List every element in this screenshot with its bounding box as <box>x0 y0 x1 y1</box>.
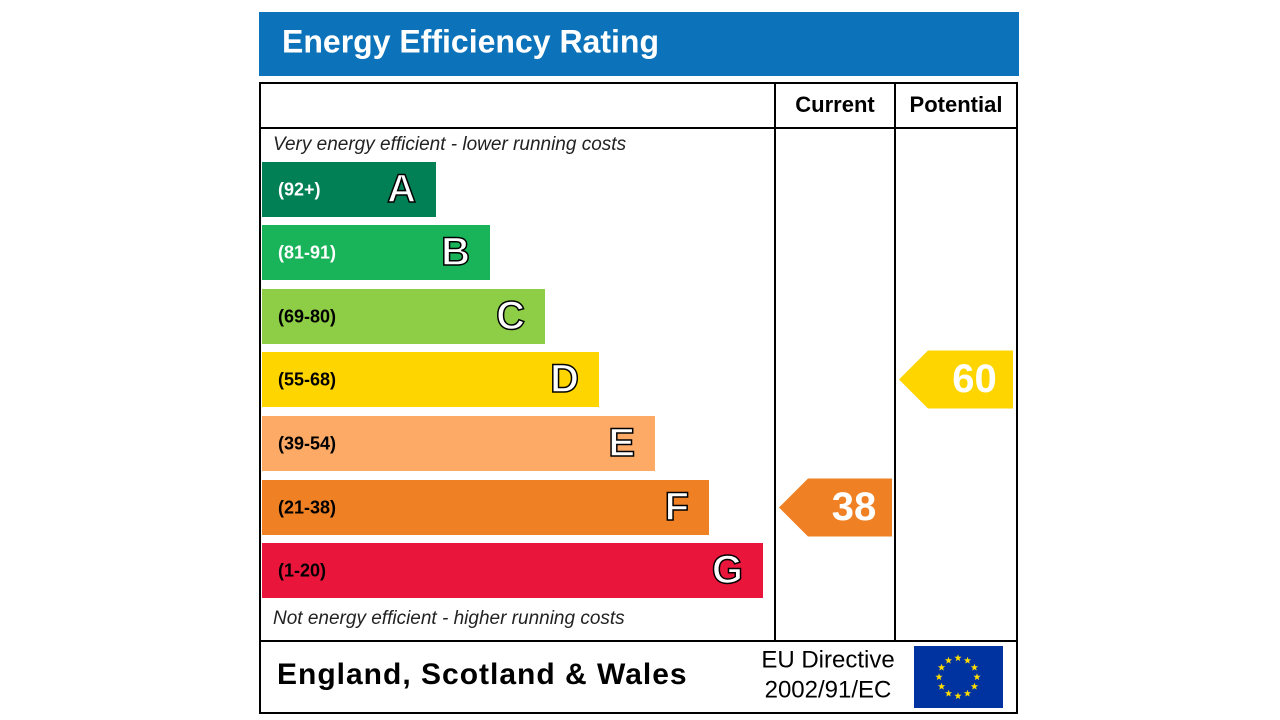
band-bar <box>262 225 490 280</box>
band-letter: E <box>608 421 635 465</box>
current-header: Current <box>795 92 875 117</box>
band-letter: B <box>441 230 470 274</box>
band-range: (21-38) <box>278 497 336 517</box>
band-bar <box>262 480 709 535</box>
star <box>935 673 943 681</box>
star <box>973 673 981 681</box>
bottom-note: Not energy efficient - higher running co… <box>273 608 625 629</box>
band-letter: A <box>387 167 416 211</box>
star <box>954 692 962 700</box>
frame <box>259 82 1018 714</box>
star <box>937 682 946 690</box>
band-range: (92+) <box>278 179 321 199</box>
band-letter: F <box>665 485 689 529</box>
band-bar <box>262 162 436 217</box>
potential-arrow <box>899 350 1013 409</box>
band-letter: D <box>550 357 579 401</box>
potential-header: Potential <box>910 92 1003 117</box>
band-range: (39-54) <box>278 433 336 453</box>
directive-line2: 2002/91/EC <box>765 676 892 703</box>
band-bar <box>262 352 599 407</box>
band-range: (1-20) <box>278 560 326 580</box>
flag-field <box>914 646 1003 708</box>
bands: (92+) A (81-91) B (69-80) C (55-68) D (39-54) E (2… <box>262 162 1013 598</box>
star <box>970 682 979 690</box>
band-range: (69-80) <box>278 306 336 326</box>
current-value: 38 <box>832 485 877 529</box>
flag-stars <box>935 654 981 700</box>
band-bar <box>262 543 763 598</box>
directive-line1: EU Directive <box>761 646 894 673</box>
top-note: Very energy efficient - lower running co… <box>273 134 627 155</box>
star <box>970 663 979 671</box>
potential-value: 60 <box>952 357 997 401</box>
band-range: (55-68) <box>278 369 336 389</box>
region: England, Scotland & Wales <box>277 658 688 691</box>
star <box>944 689 953 697</box>
title: Energy Efficiency Rating <box>282 23 659 59</box>
current-arrow <box>779 478 892 537</box>
band-bar <box>262 416 655 471</box>
band-range: (81-91) <box>278 242 336 262</box>
title-bar <box>259 12 1019 76</box>
band-letter: G <box>712 548 743 592</box>
band-letter: C <box>496 294 525 338</box>
star <box>937 663 946 671</box>
star <box>944 656 953 664</box>
eu-flag <box>914 646 1003 708</box>
star <box>954 654 962 662</box>
band-bar <box>262 289 545 344</box>
star <box>963 656 972 664</box>
star <box>963 689 972 697</box>
